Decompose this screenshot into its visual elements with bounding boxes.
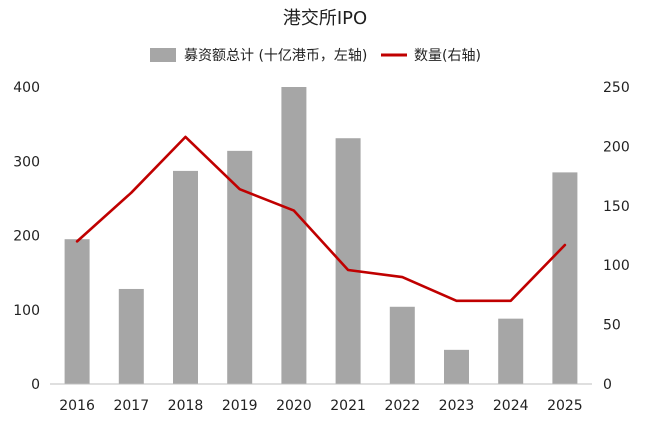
left-axis-tick-label: 100 [13, 303, 40, 319]
legend-line-label: 数量(右轴) [414, 48, 481, 64]
bar-2022 [389, 306, 415, 384]
bar-series [64, 87, 578, 384]
right-axis-tick-label: 50 [603, 318, 621, 334]
x-axis-tick-label: 2020 [276, 398, 312, 414]
left-axis-tick-label: 400 [13, 80, 40, 96]
bar-2020 [281, 87, 307, 384]
right-axis-tick-label: 150 [603, 199, 630, 215]
right-axis-tick-label: 200 [603, 139, 630, 155]
legend-bar-swatch [150, 48, 176, 62]
chart-title: 港交所IPO [283, 8, 367, 29]
bar-2018 [173, 170, 198, 384]
x-axis-tick-label: 2025 [547, 398, 583, 414]
right-axis-tick-label: 100 [603, 258, 630, 274]
bar-2016 [64, 239, 90, 384]
x-axis-tick-label: 2023 [439, 398, 475, 414]
x-axis-tick-label: 2017 [113, 398, 149, 414]
x-axis: 2016 2017 2018 2019 2020 2021 2022 2023 2024 2025 [59, 398, 582, 414]
line-series [75, 135, 567, 303]
right-axis: 0 50 100 150 200 250 [603, 80, 630, 393]
legend: 募资额总计 (十亿港币，左轴) 数量(右轴) [150, 48, 481, 64]
bar-2023 [444, 349, 469, 384]
x-axis-tick-label: 2018 [168, 398, 204, 414]
bar-2025 [552, 172, 578, 384]
right-axis-tick-label: 0 [603, 377, 612, 393]
right-axis-tick-label: 250 [603, 80, 630, 96]
x-axis-tick-label: 2016 [59, 398, 95, 414]
x-axis-tick-label: 2019 [222, 398, 258, 414]
bar-2024 [498, 318, 524, 384]
left-axis-tick-label: 0 [31, 377, 40, 393]
left-axis-tick-label: 300 [13, 154, 40, 170]
legend-bar-label: 募资额总计 (十亿港币，左轴) [184, 48, 367, 64]
left-axis: 0 100 200 300 400 [13, 80, 40, 393]
left-axis-tick-label: 200 [13, 229, 40, 245]
bar-2019 [227, 150, 253, 384]
bar-2017 [118, 288, 144, 384]
x-axis-tick-label: 2021 [330, 398, 366, 414]
x-axis-tick-label: 2022 [384, 398, 420, 414]
x-axis-tick-label: 2024 [493, 398, 529, 414]
count-line [75, 135, 567, 303]
